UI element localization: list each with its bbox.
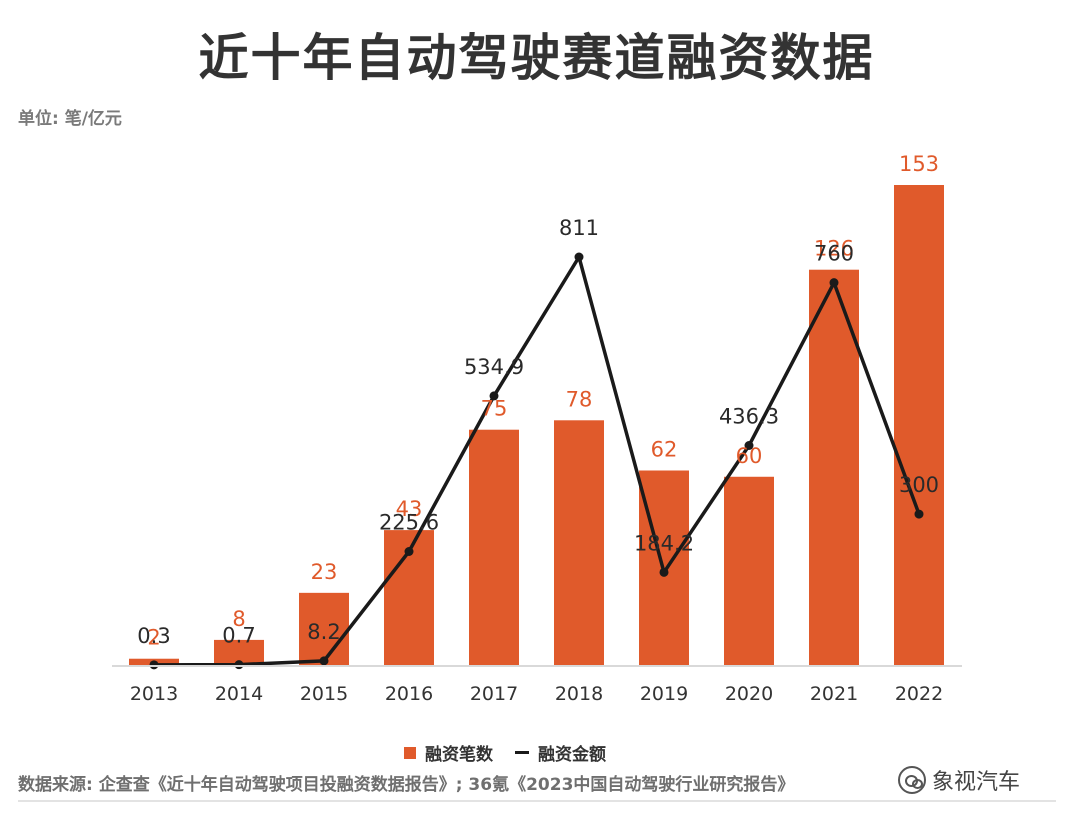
x-tick-2019: 2019 [640, 683, 688, 705]
x-tick-2014: 2014 [215, 683, 263, 705]
amount-label-2017: 534.9 [464, 355, 524, 379]
bar-2017 [469, 429, 519, 665]
legend-swatch-count [404, 746, 416, 759]
amount-label-2015: 8.2 [307, 620, 340, 644]
x-tick-2015: 2015 [300, 683, 348, 705]
bar-2022 [894, 185, 944, 665]
brand-label: 象视汽车 [932, 770, 1021, 795]
amount-point-2016 [404, 547, 414, 557]
bar-label-2022: 153 [899, 152, 939, 176]
bar-label-2020: 60 [736, 444, 763, 468]
unit-label: 单位: 笔/亿元 [18, 109, 122, 129]
amount-point-2014 [234, 660, 244, 670]
brand-watermark: 象视汽车 [898, 764, 1020, 796]
legend-line-amount [515, 751, 529, 754]
amount-point-2018 [574, 252, 584, 262]
bottom-divider [18, 800, 1056, 802]
amount-label-2014: 0.7 [222, 624, 255, 648]
amount-point-2020 [744, 441, 754, 451]
bar-2020 [724, 476, 774, 665]
amount-label-2016: 225.6 [379, 511, 439, 535]
bar-label-2015: 23 [311, 560, 338, 584]
legend-item-count: 融资笔数 [404, 740, 493, 765]
amount-point-2017 [489, 391, 499, 401]
bar-label-2018: 78 [566, 387, 593, 411]
amount-line [153, 255, 921, 667]
labels-layer: 2 8 23 43 75 78 62 60 126 153 0.3 0.7 8.2 225.6 534.9 8… [137, 152, 939, 650]
line-layer [149, 252, 924, 670]
x-tick-2022: 2022 [895, 683, 943, 705]
bar-2021 [809, 269, 859, 665]
x-tick-2018: 2018 [555, 683, 603, 705]
x-tick-2013: 2013 [130, 683, 178, 705]
axis-layer: 2013 2014 2015 2016 2017 2018 2019 2020 2021 2022 [112, 665, 962, 705]
amount-label-2018: 811 [559, 216, 599, 240]
bars-layer [129, 185, 944, 665]
amount-point-2019 [659, 567, 669, 577]
bar-label-2013: 2 [147, 626, 160, 650]
amount-label-2013: 0.3 [137, 624, 170, 648]
bar-2015 [299, 592, 349, 665]
x-tick-2017: 2017 [470, 683, 518, 705]
amount-point-2015 [319, 656, 329, 666]
amount-label-2019: 184.2 [634, 531, 694, 555]
x-tick-2016: 2016 [385, 683, 433, 705]
chart-title: 近十年自动驾驶赛道融资数据 [198, 29, 875, 87]
amount-point-2013 [149, 660, 159, 670]
source-note: 数据来源: 企查查《近十年自动驾驶项目投融资数据报告》; 36氪《2023中国自… [18, 775, 795, 795]
bar-label-2016: 43 [396, 497, 423, 521]
x-tick-2020: 2020 [725, 683, 773, 705]
amount-label-2022: 300 [899, 473, 939, 497]
bar-label-2014: 8 [232, 607, 245, 631]
legend-label-amount: 融资金额 [538, 745, 606, 765]
bar-2018 [554, 420, 604, 665]
amount-label-2020: 436.3 [719, 405, 779, 429]
legend-label-count: 融资笔数 [425, 745, 493, 765]
bar-label-2019: 62 [651, 437, 678, 461]
legend: 融资笔数 融资金额 [404, 740, 606, 765]
amount-label-2021: 760 [814, 242, 854, 266]
bar-label-2017: 75 [481, 397, 508, 421]
wechat-icon [898, 766, 926, 794]
bar-label-2021: 126 [814, 237, 854, 261]
amount-point-2021 [829, 278, 839, 288]
legend-item-amount: 融资金额 [515, 740, 606, 765]
x-tick-2021: 2021 [810, 683, 858, 705]
amount-point-2022 [914, 509, 924, 519]
